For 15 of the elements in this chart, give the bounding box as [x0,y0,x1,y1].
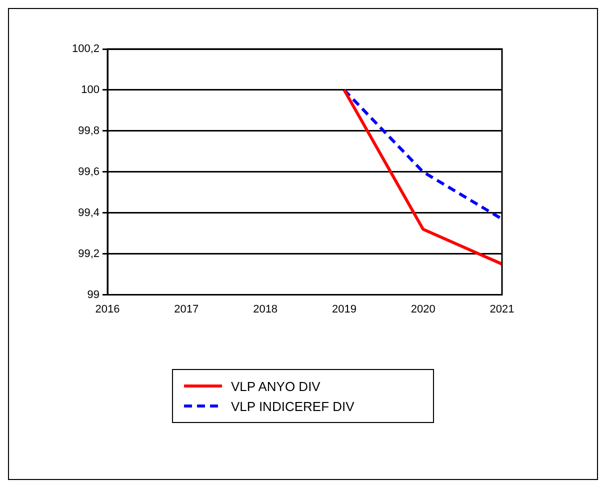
y-tick-label: 99,6 [78,166,100,178]
y-tick-label: 100 [81,84,100,96]
x-tick-label: 2020 [410,303,436,316]
x-tick-label: 2018 [253,303,278,316]
legend-label: VLP INDICEREF DIV [231,398,354,414]
legend-label: VLP ANYO DIV [231,378,320,394]
x-tick-label: 2016 [95,303,120,316]
y-tick-label: 99,8 [78,124,100,137]
x-tick-label: 2021 [490,303,514,316]
y-tick-label: 99,4 [78,206,100,219]
y-tick-label: 99,2 [78,248,100,260]
y-tick-label: 99 [87,288,100,301]
x-tick-label: 2019 [332,303,356,316]
y-tick-label: 100,2 [72,43,100,56]
x-tick-label: 2017 [174,303,199,316]
